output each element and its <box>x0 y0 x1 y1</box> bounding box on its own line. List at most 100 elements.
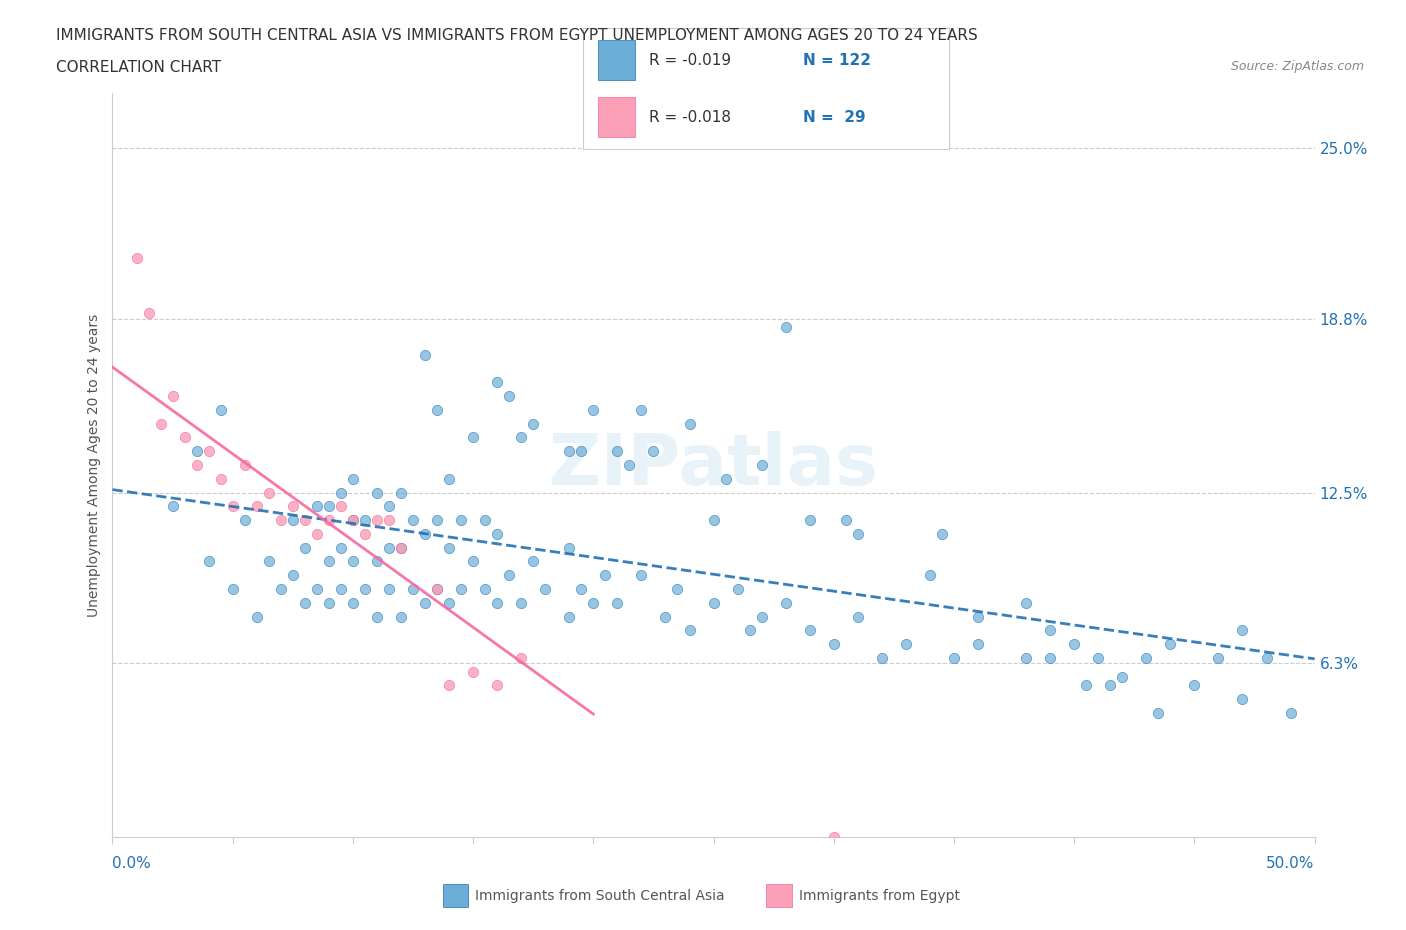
Point <box>270 581 292 596</box>
Point <box>389 540 412 555</box>
Point <box>437 678 460 693</box>
Text: 50.0%: 50.0% <box>1267 856 1315 870</box>
Point <box>678 417 700 432</box>
Point <box>281 512 304 527</box>
Point <box>510 430 533 445</box>
Point <box>894 637 917 652</box>
Point <box>1256 650 1278 665</box>
Point <box>1087 650 1109 665</box>
Point <box>233 458 256 472</box>
Point <box>413 595 436 610</box>
Point <box>1039 623 1062 638</box>
Point <box>257 554 280 569</box>
Point <box>1099 678 1122 693</box>
Point <box>354 526 377 541</box>
Point <box>558 609 581 624</box>
Point <box>366 512 388 527</box>
Point <box>751 609 773 624</box>
Point <box>437 472 460 486</box>
Point <box>967 609 990 624</box>
Point <box>1015 650 1038 665</box>
Point <box>222 498 245 513</box>
Point <box>437 595 460 610</box>
Point <box>222 581 245 596</box>
Point <box>209 403 232 418</box>
Point <box>246 498 269 513</box>
Point <box>281 498 304 513</box>
Point <box>967 637 990 652</box>
Text: CORRELATION CHART: CORRELATION CHART <box>56 60 221 75</box>
Point <box>1063 637 1085 652</box>
Point <box>498 389 520 404</box>
Point <box>846 609 869 624</box>
Point <box>257 485 280 500</box>
Point <box>426 512 449 527</box>
Point <box>318 554 340 569</box>
Point <box>233 512 256 527</box>
Text: Immigrants from South Central Asia: Immigrants from South Central Asia <box>475 889 725 903</box>
Point <box>342 472 364 486</box>
Point <box>558 540 581 555</box>
Text: Source: ZipAtlas.com: Source: ZipAtlas.com <box>1230 60 1364 73</box>
Point <box>775 595 797 610</box>
Point <box>366 485 388 500</box>
Point <box>595 568 617 583</box>
Point <box>1159 637 1181 652</box>
Text: 0.0%: 0.0% <box>112 856 152 870</box>
Point <box>775 320 797 335</box>
Point <box>1279 706 1302 721</box>
Point <box>342 512 364 527</box>
Point <box>619 458 641 472</box>
Point <box>823 637 845 652</box>
Point <box>1147 706 1170 721</box>
Point <box>678 623 700 638</box>
Point <box>162 389 184 404</box>
Y-axis label: Unemployment Among Ages 20 to 24 years: Unemployment Among Ages 20 to 24 years <box>87 313 101 617</box>
Bar <box>766 884 792 908</box>
Point <box>342 554 364 569</box>
Point <box>366 554 388 569</box>
Point <box>510 650 533 665</box>
Point <box>378 498 401 513</box>
Point <box>558 444 581 458</box>
Point <box>738 623 761 638</box>
Text: N =  29: N = 29 <box>803 110 866 125</box>
Point <box>1135 650 1157 665</box>
Point <box>1232 623 1254 638</box>
Bar <box>443 884 468 908</box>
Point <box>413 526 436 541</box>
Point <box>318 498 340 513</box>
Point <box>1111 670 1133 684</box>
Bar <box>598 97 634 137</box>
Point <box>823 830 845 844</box>
Point <box>329 581 352 596</box>
Point <box>450 512 472 527</box>
Point <box>654 609 676 624</box>
Point <box>569 444 592 458</box>
Point <box>294 512 316 527</box>
Point <box>162 498 184 513</box>
Point <box>197 554 219 569</box>
Point <box>799 512 821 527</box>
Point <box>209 472 232 486</box>
Point <box>389 540 412 555</box>
Point <box>186 458 208 472</box>
Point <box>727 581 749 596</box>
Point <box>835 512 858 527</box>
Point <box>461 430 484 445</box>
Point <box>426 581 449 596</box>
Point <box>437 540 460 555</box>
Text: Immigrants from Egypt: Immigrants from Egypt <box>799 889 960 903</box>
Point <box>461 554 484 569</box>
Point <box>1232 692 1254 707</box>
Point <box>186 444 208 458</box>
Point <box>378 540 401 555</box>
Point <box>630 568 652 583</box>
Point <box>569 581 592 596</box>
Point <box>342 595 364 610</box>
Point <box>714 472 737 486</box>
Point <box>354 581 377 596</box>
Point <box>702 512 725 527</box>
Point <box>389 609 412 624</box>
Point <box>173 430 195 445</box>
